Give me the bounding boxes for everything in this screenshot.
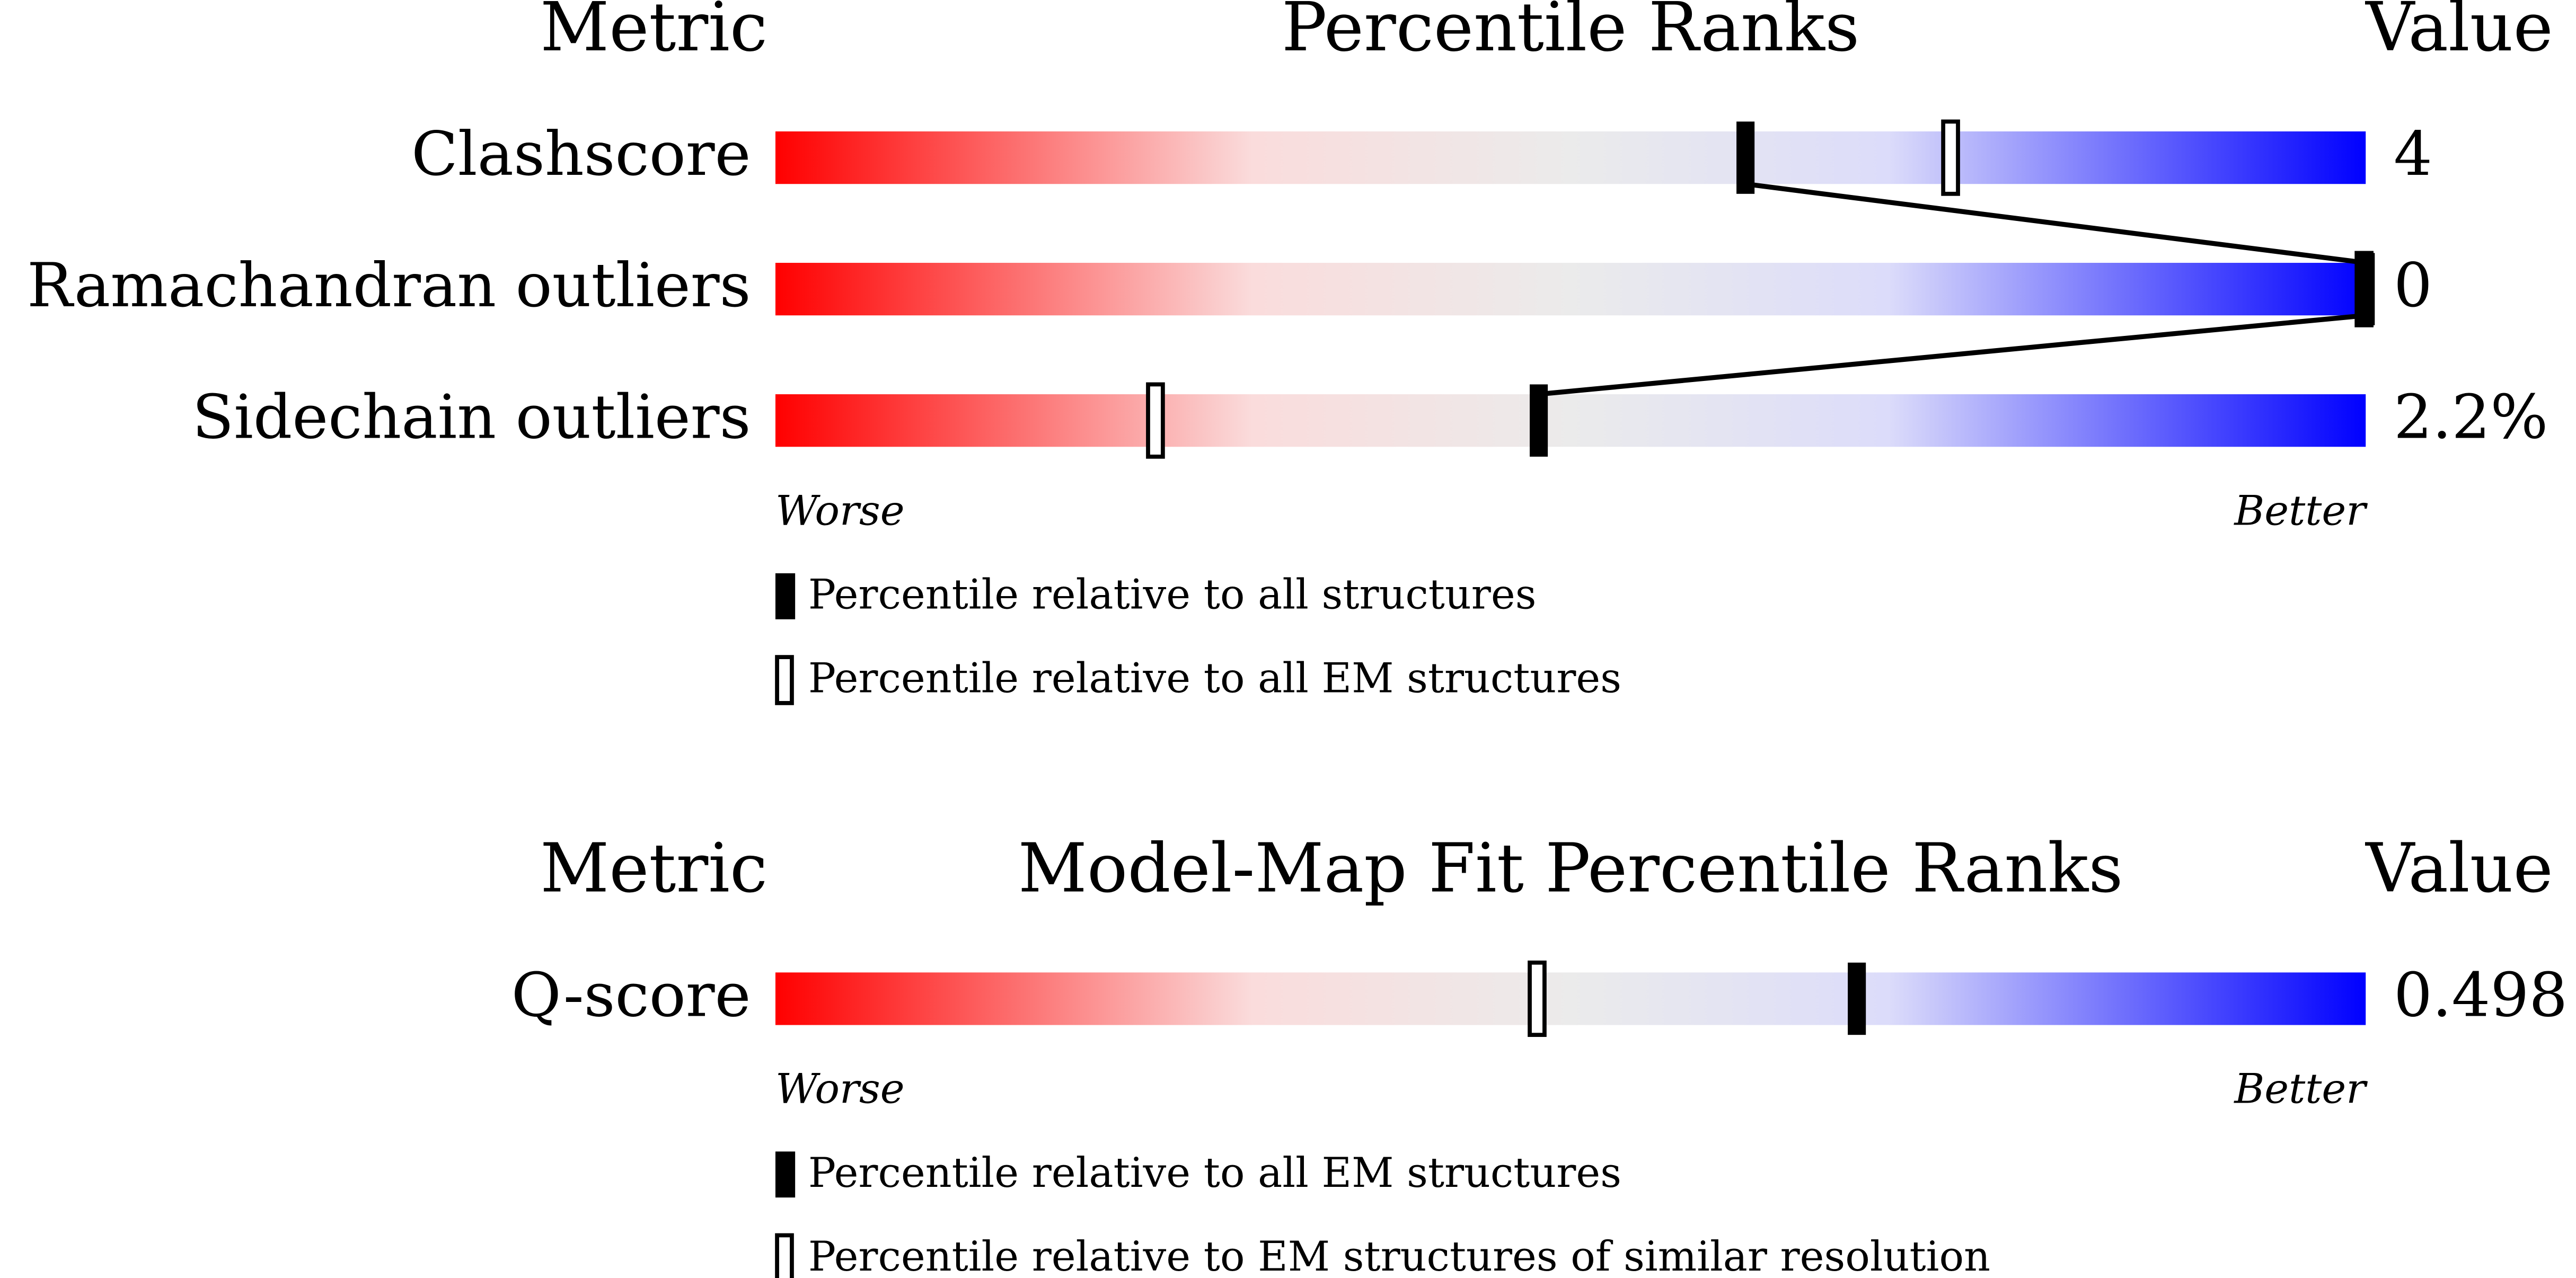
marker-filled (1530, 384, 1548, 457)
better-label: Better (2233, 487, 2368, 535)
marker-filled (1736, 121, 1755, 194)
metric-value: 0.498 (2394, 961, 2568, 1031)
header-metric: Metric (540, 829, 767, 907)
metric-label: Ramachandran outliers (27, 251, 751, 321)
worse-label: Worse (775, 487, 905, 535)
metric-label: Q-score (511, 961, 751, 1031)
better-label: Better (2233, 1066, 2368, 1113)
legend-entry: Percentile relative to all EM structures (808, 1149, 1621, 1197)
percentile-bar (775, 394, 2366, 447)
percentile-bar (775, 972, 2366, 1025)
legend-entry: Percentile relative to all structures (808, 571, 1537, 618)
worse-label: Worse (775, 1066, 905, 1113)
metric-value: 2.2% (2394, 382, 2548, 452)
legend-swatch (775, 1151, 796, 1198)
legend-entry: Percentile relative to EM structures of … (808, 1233, 1990, 1278)
legend-swatch (775, 655, 794, 705)
header-title: Percentile Ranks (1282, 0, 1859, 66)
marker-filled (2357, 253, 2375, 325)
marker-filled (1848, 962, 1866, 1035)
metric-value: 4 (2394, 119, 2432, 190)
header-value: Value (2365, 829, 2553, 907)
metric-label: Sidechain outliers (192, 382, 751, 452)
metric-value: 0 (2394, 251, 2432, 321)
percentile-bar (775, 131, 2366, 184)
percentile-bar (775, 263, 2366, 316)
marker-open (1941, 119, 1960, 196)
header-title: Model-Map Fit Percentile Ranks (1018, 829, 2123, 907)
connector (1538, 313, 2366, 397)
legend-entry: Percentile relative to all EM structures (808, 655, 1621, 703)
legend-swatch (775, 573, 796, 619)
header-value: Value (2365, 0, 2553, 66)
connector (1745, 181, 2366, 265)
metric-label: Clashscore (411, 119, 751, 190)
header-metric: Metric (540, 0, 767, 66)
marker-open (1528, 960, 1547, 1037)
legend-swatch (775, 1233, 794, 1278)
marker-open (1146, 382, 1165, 459)
